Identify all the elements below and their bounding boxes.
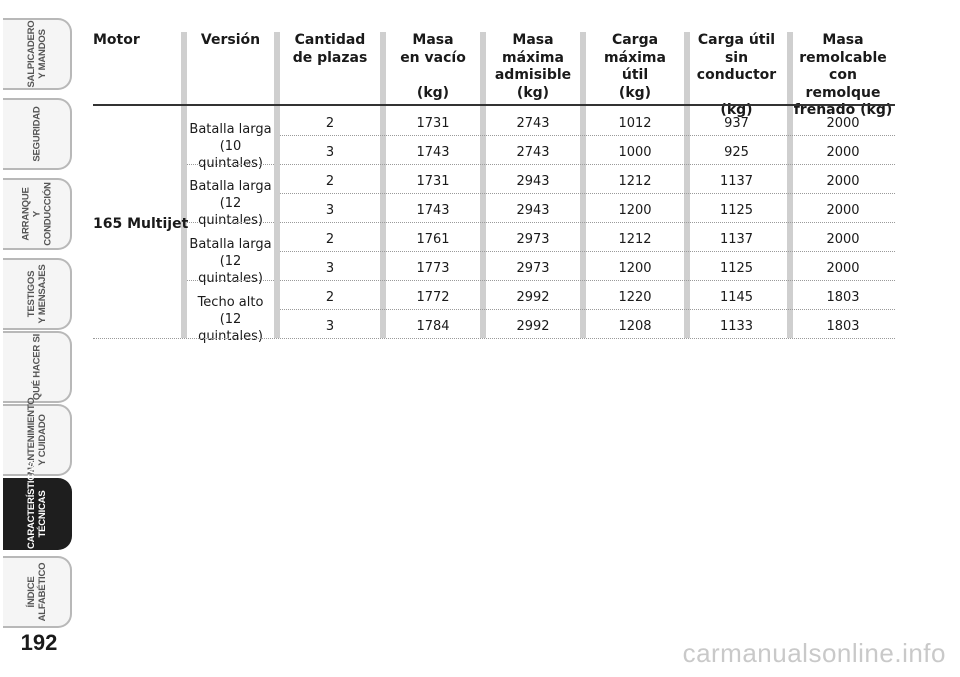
- row-divider: [280, 309, 895, 310]
- cell-masa-maxima: 2973: [516, 261, 550, 276]
- cell-plazas: 3: [325, 261, 335, 276]
- cell-masa-vacio: 1773: [416, 261, 450, 276]
- cell-masa-maxima: 2943: [516, 174, 550, 189]
- version-label: Batalla larga (10 quintales): [189, 122, 272, 171]
- tab-label: CARACTERÍSTICAS TÉCNICAS: [25, 461, 48, 549]
- tab-label: ARRANQUE Y CONDUCCIÓN: [20, 182, 53, 246]
- tab-label: TESTIGOS Y MENSAJES: [25, 264, 48, 324]
- cell-carga-sin-conductor: 1145: [719, 290, 754, 305]
- cell-carga-sin-conductor: 1125: [719, 203, 754, 218]
- cell-masa-remolcable: 2000: [826, 145, 860, 160]
- tab-arranque-y-conduccion[interactable]: ARRANQUE Y CONDUCCIÓN: [3, 178, 72, 250]
- header-version: Versión: [200, 32, 261, 48]
- group-divider: [187, 222, 274, 223]
- cell-carga-maxima: 1200: [618, 203, 652, 218]
- cell-masa-vacio: 1761: [416, 232, 450, 247]
- cell-masa-remolcable: 2000: [826, 203, 860, 218]
- cell-plazas: 3: [325, 319, 335, 334]
- page-number: 192: [20, 630, 58, 655]
- cell-masa-remolcable: 1803: [826, 290, 860, 305]
- cell-masa-vacio: 1743: [416, 145, 450, 160]
- version-label: Techo alto (12 quintales): [197, 295, 264, 344]
- header-carga-maxima: Carga máxima útil (kg): [604, 32, 666, 101]
- cell-carga-sin-conductor: 1125: [719, 261, 754, 276]
- version-label: Batalla larga (12 quintales): [189, 237, 272, 286]
- row-divider: [280, 280, 895, 281]
- cell-masa-remolcable: 2000: [826, 116, 860, 131]
- column-separator: [480, 32, 486, 338]
- tab-que-hacer-si[interactable]: QUÉ HACER SI: [3, 331, 72, 403]
- tab-seguridad[interactable]: SEGURIDAD: [3, 98, 72, 170]
- column-separator: [380, 32, 386, 338]
- cell-masa-vacio: 1743: [416, 203, 450, 218]
- cell-carga-sin-conductor: 925: [724, 145, 749, 160]
- cell-carga-maxima: 1200: [618, 261, 652, 276]
- cell-plazas: 2: [325, 290, 335, 305]
- cell-carga-maxima: 1212: [618, 232, 652, 247]
- cell-masa-maxima: 2992: [516, 290, 550, 305]
- group-divider: [187, 280, 274, 281]
- cell-carga-maxima: 1220: [618, 290, 652, 305]
- tab-label: SEGURIDAD: [31, 106, 42, 162]
- header-masa-vacio: Masa en vacío (kg): [400, 32, 466, 101]
- cell-plazas: 2: [325, 174, 335, 189]
- header-masa-remolcable: Masa remolcable con remolque frenado (kg…: [793, 32, 893, 118]
- cell-masa-remolcable: 2000: [826, 174, 860, 189]
- tab-testigos-y-mensajes[interactable]: TESTIGOS Y MENSAJES: [3, 258, 72, 330]
- tab-caracteristicas-tecnicas[interactable]: CARACTERÍSTICAS TÉCNICAS: [3, 461, 72, 550]
- header-cantidad-plazas: Cantidad de plazas: [292, 32, 368, 66]
- row-divider: [280, 222, 895, 223]
- row-divider: [280, 135, 895, 136]
- cell-masa-maxima: 2743: [516, 145, 550, 160]
- column-separator: [787, 32, 793, 338]
- header-rule: [93, 104, 895, 106]
- cell-carga-sin-conductor: 1137: [719, 232, 754, 247]
- tab-salpicadero-y-mandos[interactable]: SALPICADERO Y MANDOS: [3, 18, 72, 90]
- row-divider: [280, 164, 895, 165]
- cell-masa-remolcable: 2000: [826, 232, 860, 247]
- tab-label: ÍNDICE ALFABÉTICO: [25, 562, 48, 622]
- column-separator: [274, 32, 280, 338]
- cell-masa-vacio: 1731: [416, 174, 450, 189]
- motor-label: 165 Multijet: [93, 216, 189, 232]
- cell-masa-vacio: 1772: [416, 290, 450, 305]
- cell-masa-maxima: 2992: [516, 319, 550, 334]
- cell-masa-remolcable: 2000: [826, 261, 860, 276]
- tab-indice-alfabetico[interactable]: ÍNDICE ALFABÉTICO: [3, 556, 72, 628]
- version-label: Batalla larga (12 quintales): [189, 179, 272, 228]
- cell-carga-sin-conductor: 1137: [719, 174, 754, 189]
- header-motor: Motor: [93, 32, 140, 48]
- cell-carga-sin-conductor: 937: [724, 116, 749, 131]
- cell-carga-maxima: 1212: [618, 174, 652, 189]
- tab-mantenimiento-y-cuidado[interactable]: MANTENIMIENTO Y CUIDADO: [3, 398, 72, 476]
- cell-plazas: 2: [325, 116, 335, 131]
- row-divider: [280, 193, 895, 194]
- header-masa-maxima: Masa máxima admisible (kg): [494, 32, 572, 101]
- cell-masa-maxima: 2973: [516, 232, 550, 247]
- table-bottom-rule: [93, 338, 895, 339]
- cell-masa-maxima: 2943: [516, 203, 550, 218]
- cell-carga-maxima: 1208: [618, 319, 652, 334]
- column-separator: [684, 32, 690, 338]
- watermark: carmanualsonline.info: [682, 638, 946, 668]
- cell-masa-vacio: 1731: [416, 116, 450, 131]
- cell-carga-maxima: 1012: [618, 116, 652, 131]
- cell-masa-remolcable: 1803: [826, 319, 860, 334]
- cell-masa-vacio: 1784: [416, 319, 450, 334]
- column-separator: [181, 32, 187, 338]
- group-divider: [187, 164, 274, 165]
- header-carga-sin-conductor: Carga útil sin conductor (kg): [696, 32, 777, 118]
- cell-plazas: 3: [325, 203, 335, 218]
- cell-plazas: 2: [325, 232, 335, 247]
- chapter-tab-strip: SALPICADERO Y MANDOS SEGURIDAD ARRANQUE …: [0, 0, 75, 677]
- cell-carga-maxima: 1000: [618, 145, 652, 160]
- tab-label: QUÉ HACER SI: [31, 333, 42, 401]
- cell-plazas: 3: [325, 145, 335, 160]
- row-divider: [280, 251, 895, 252]
- cell-masa-maxima: 2743: [516, 116, 550, 131]
- cell-carga-sin-conductor: 1133: [719, 319, 754, 334]
- tab-label: SALPICADERO Y MANDOS: [25, 20, 48, 88]
- column-separator: [580, 32, 586, 338]
